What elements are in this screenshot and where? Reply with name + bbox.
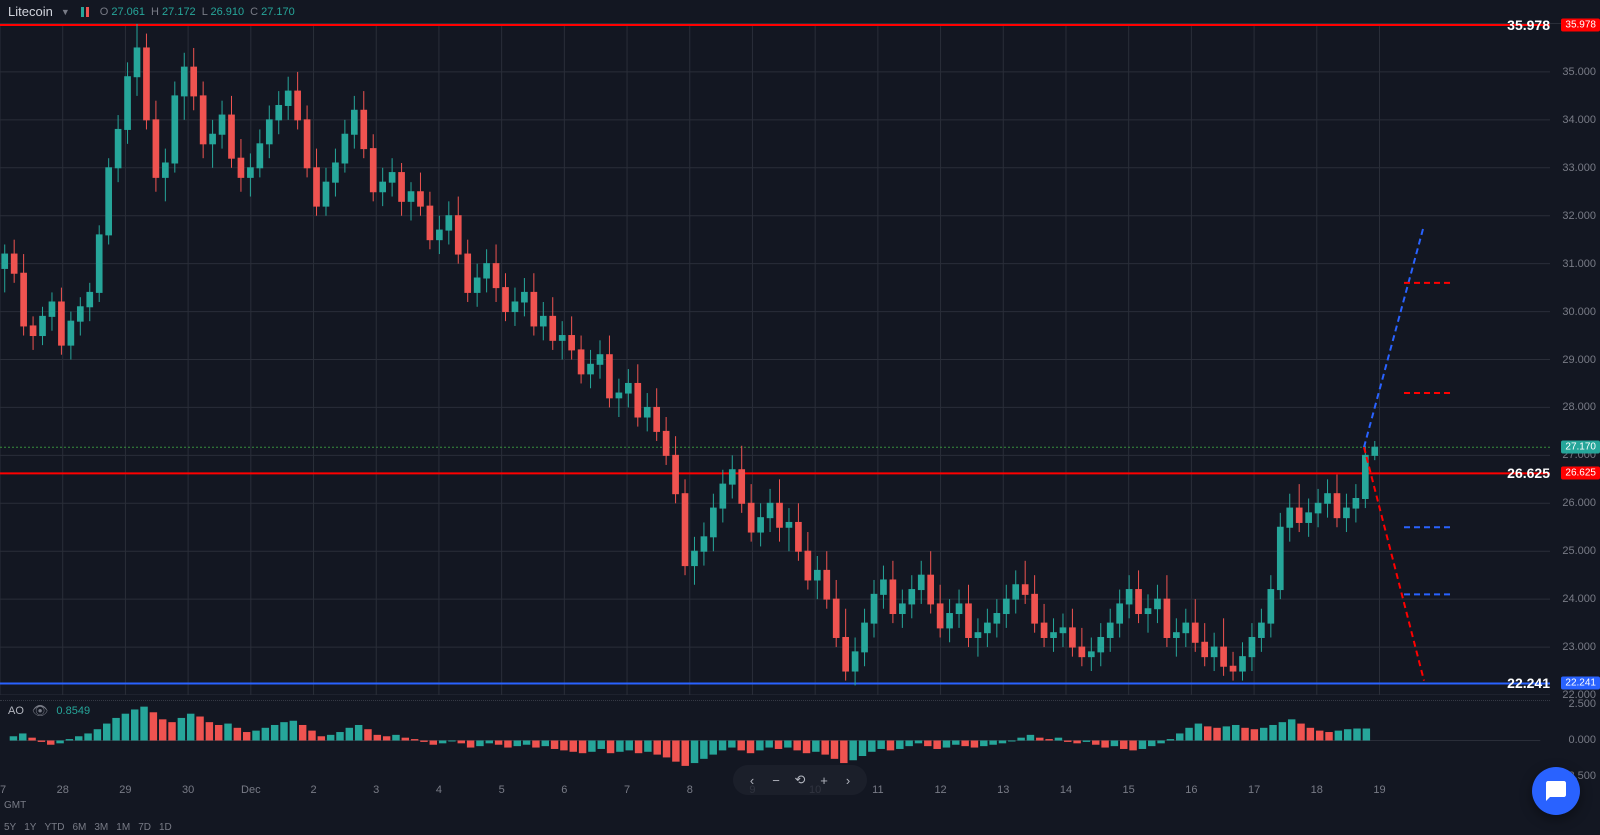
level-label: 22.241 [1507,675,1550,691]
ohlc-display: O 27.061 H 27.172 L 26.910 C 27.170 [100,6,295,18]
x-tick-label: 3 [373,784,379,796]
zoom-in-button[interactable]: + [813,769,835,791]
range-selector: 5Y 1Y YTD 6M 3M 1M 7D 1D [4,822,172,833]
y-tick-label: 35.000 [1562,66,1596,78]
range-button[interactable]: 1M [116,822,130,833]
x-tick-label: 13 [997,784,1009,796]
c-label: C [250,6,258,18]
y-tick-label: 34.000 [1562,114,1596,126]
nav-next-button[interactable]: › [837,769,859,791]
x-tick-label: 28 [57,784,69,796]
x-tick-label: 4 [436,784,442,796]
indicator-value: 0.8549 [56,705,90,717]
x-tick-label: 6 [561,784,567,796]
range-button[interactable]: 6M [72,822,86,833]
symbol-dropdown-icon[interactable]: ▼ [61,7,70,17]
nav-toolbar: ‹ − ⟲ + › [733,765,867,795]
chart-container: 22.00023.00024.00025.00026.00027.00028.0… [0,24,1600,835]
level-label: 35.978 [1507,17,1550,33]
range-button[interactable]: 1Y [24,822,36,833]
range-button[interactable]: 5Y [4,822,16,833]
y-tick-label: 25.000 [1562,545,1596,557]
y-tick-label: 26.000 [1562,497,1596,509]
y-tick-label: 23.000 [1562,641,1596,653]
x-tick-label: 29 [119,784,131,796]
y-tick-label: 33.000 [1562,162,1596,174]
visibility-icon[interactable]: 👁 [32,703,49,719]
y-tick-label: 32.000 [1562,210,1596,222]
y-tick-label: 24.000 [1562,593,1596,605]
symbol-name[interactable]: Litecoin [8,4,53,19]
level-label: 26.625 [1507,465,1550,481]
x-tick-label: 18 [1311,784,1323,796]
reset-button[interactable]: ⟲ [789,769,811,791]
y-tick-label: 28.000 [1562,401,1596,413]
price-tag: 35.978 [1561,19,1600,32]
x-tick-label: 11 [872,784,883,796]
range-button[interactable]: YTD [44,822,64,833]
x-tick-label: 2 [310,784,316,796]
indicator-name[interactable]: AO [8,705,24,717]
x-tick-label: 14 [1060,784,1072,796]
x-tick-label: 17 [1248,784,1260,796]
chat-icon [1544,779,1568,803]
x-tick-label: Dec [241,784,261,796]
x-tick-label: 15 [1123,784,1135,796]
x-tick-label: 16 [1185,784,1197,796]
range-button[interactable]: 7D [138,822,151,833]
x-tick-label: 19 [1373,784,1385,796]
price-tag: 22.241 [1561,677,1600,690]
indicator-y-tick: 0.000 [1568,734,1596,746]
range-button[interactable]: 1D [159,822,172,833]
x-tick-label: 5 [499,784,505,796]
y-tick-label: 29.000 [1562,354,1596,366]
timezone-label: GMT [4,800,26,811]
x-tick-label: 30 [182,784,194,796]
chat-button[interactable] [1532,767,1580,815]
candle-icon[interactable] [78,5,92,19]
c-value: 27.170 [261,6,295,18]
h-value: 27.172 [162,6,196,18]
x-tick-label: 27 [0,784,6,796]
o-label: O [100,6,109,18]
o-value: 27.061 [111,6,145,18]
range-button[interactable]: 3M [94,822,108,833]
nav-prev-button[interactable]: ‹ [741,769,763,791]
y-tick-label: 31.000 [1562,258,1596,270]
indicator-header: AO 👁 0.8549 [8,703,90,719]
chart-header: Litecoin ▼ O 27.061 H 27.172 L 26.910 C … [0,0,1600,24]
l-label: L [202,6,208,18]
y-axis[interactable]: 22.00023.00024.00025.00026.00027.00028.0… [1550,24,1600,695]
price-tag: 26.625 [1561,467,1600,480]
chart-main[interactable] [0,24,1550,695]
x-tick-label: 12 [934,784,946,796]
current-price-tag: 27.170 [1561,441,1600,454]
x-tick-label: 8 [687,784,693,796]
zoom-out-button[interactable]: − [765,769,787,791]
indicator-y-tick: 2.500 [1568,698,1596,710]
l-value: 26.910 [210,6,244,18]
h-label: H [151,6,159,18]
x-tick-label: 7 [624,784,630,796]
y-tick-label: 30.000 [1562,306,1596,318]
